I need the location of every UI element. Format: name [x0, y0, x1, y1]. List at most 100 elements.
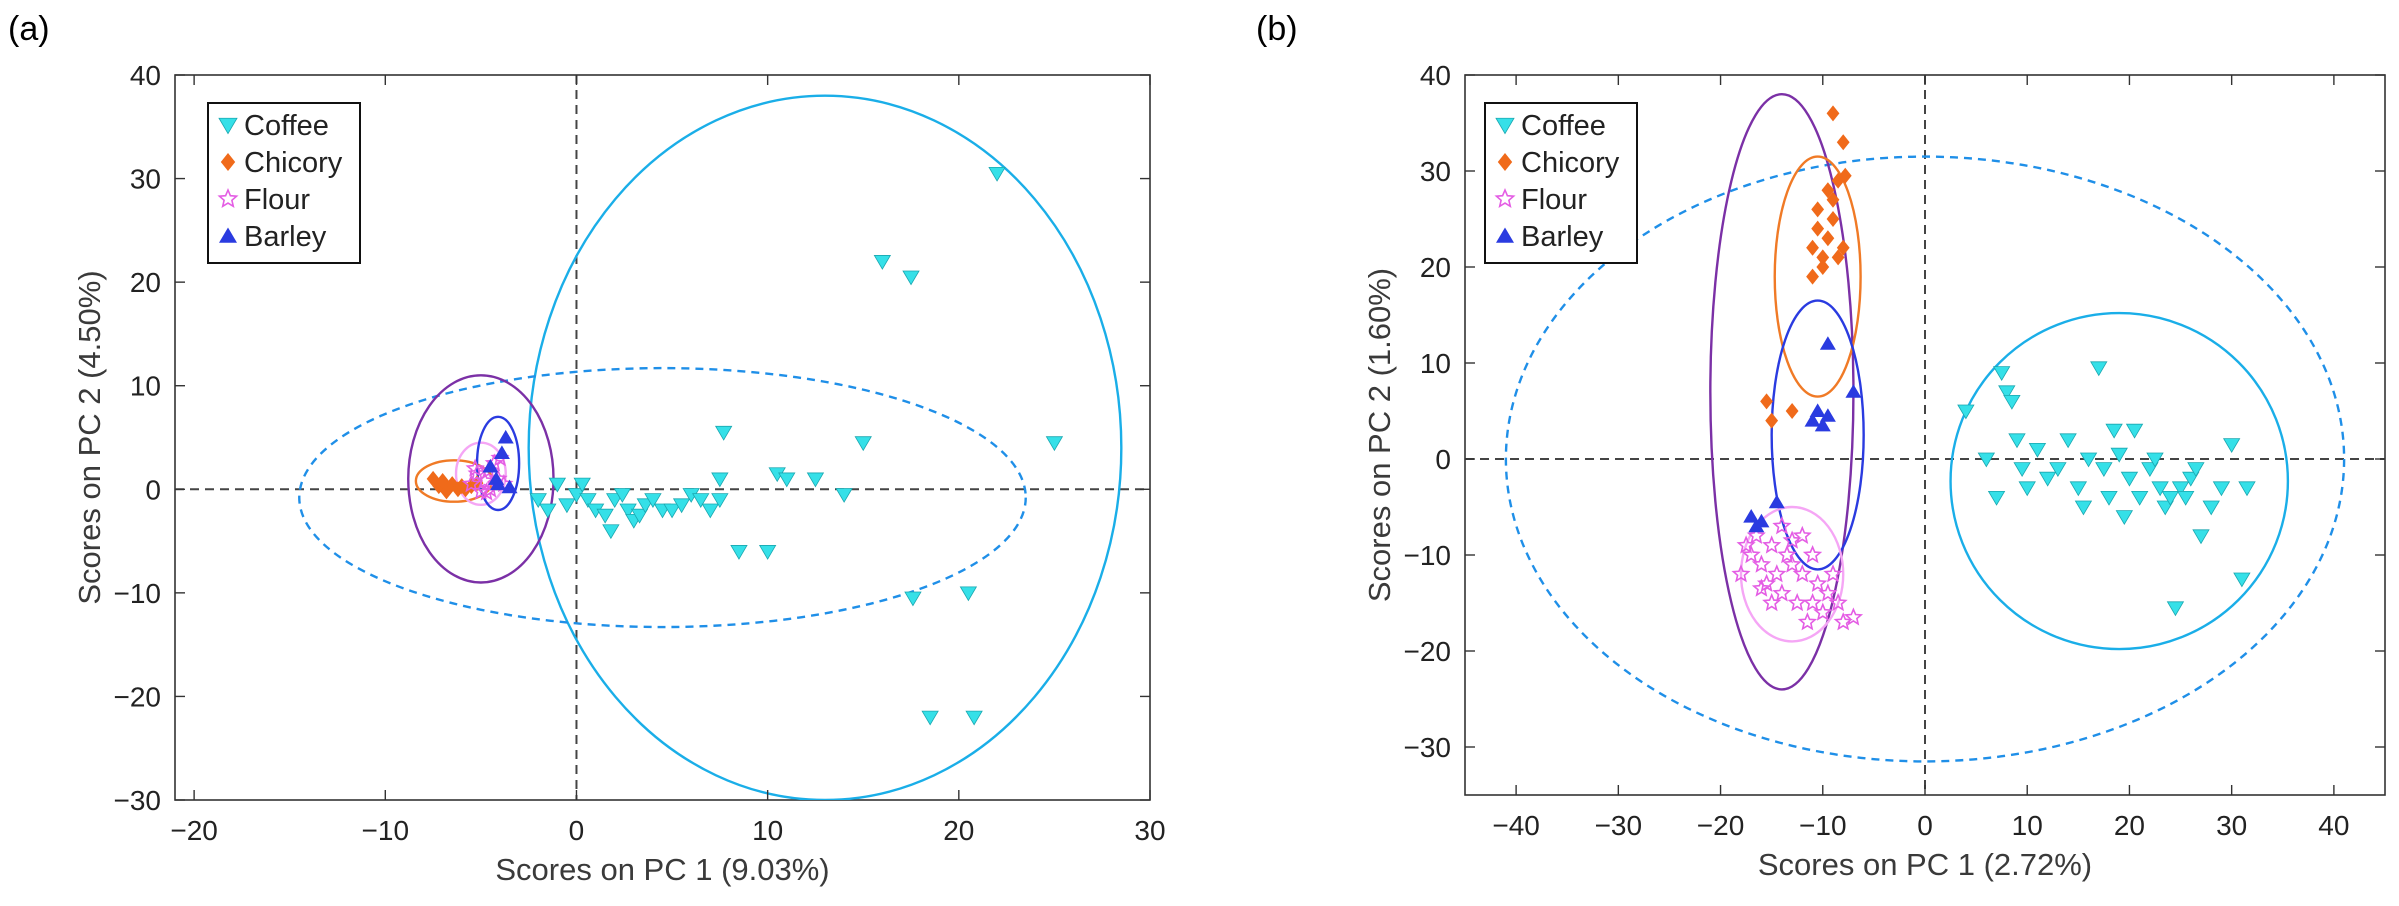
- data-point: [711, 493, 729, 509]
- data-point: [1772, 583, 1792, 602]
- data-point: [1792, 564, 1812, 583]
- data-point: [1768, 494, 1785, 509]
- data-point: [2212, 481, 2231, 497]
- x-tick-label: 20: [943, 815, 974, 846]
- y-tick-label: 40: [130, 60, 161, 91]
- data-point: [1826, 191, 1840, 208]
- data-point: [1845, 384, 1862, 398]
- data-point: [988, 166, 1006, 182]
- x-tick-label: −20: [1697, 810, 1745, 841]
- y-tick-label: 30: [1420, 156, 1451, 187]
- data-point: [692, 493, 710, 509]
- data-point: [501, 479, 518, 494]
- confidence-ellipse: [1770, 299, 1865, 571]
- data-point: [471, 481, 491, 500]
- data-point: [2079, 452, 2098, 468]
- data-point: [440, 483, 453, 500]
- data-point: [873, 255, 892, 270]
- data-point: [758, 545, 777, 560]
- data-point: [1806, 268, 1819, 285]
- data-point: [2238, 481, 2256, 497]
- data-point: [2095, 462, 2113, 477]
- legend-marker-coffee: [1495, 117, 1515, 135]
- data-point: [1814, 417, 1831, 432]
- x-tick-label: −40: [1492, 810, 1540, 841]
- data-point: [2018, 481, 2036, 497]
- data-point: [1821, 230, 1835, 247]
- data-point: [529, 493, 547, 509]
- data-point: [1992, 366, 2011, 381]
- data-point: [1746, 525, 1766, 545]
- series-flour: [1731, 516, 1864, 631]
- data-point: [573, 477, 591, 493]
- data-point: [1782, 530, 1802, 549]
- data-point: [1987, 491, 2006, 506]
- y-axis-label: Scores on PC 2 (1.60%): [1362, 268, 1397, 602]
- data-point: [497, 429, 514, 444]
- plot-frame: [174, 74, 1151, 801]
- data-point: [1838, 167, 1852, 184]
- data-point: [835, 488, 853, 503]
- y-tick-label: −10: [114, 578, 162, 609]
- y-tick-label: 0: [1435, 444, 1451, 475]
- data-point: [1843, 607, 1864, 626]
- data-point: [902, 270, 920, 286]
- legend-label-chicory: Chicory: [244, 147, 343, 179]
- data-point: [2013, 462, 2031, 477]
- legend-label-flour: Flour: [1521, 184, 1587, 216]
- y-tick-label: −20: [1404, 636, 1452, 667]
- data-point: [2008, 433, 2026, 449]
- data-point: [548, 477, 567, 493]
- data-point: [1741, 544, 1761, 564]
- data-point: [579, 493, 597, 509]
- y-tick-label: 0: [145, 474, 161, 505]
- data-point: [663, 503, 681, 519]
- legend-box: [1484, 102, 1638, 264]
- data-point: [2115, 510, 2134, 525]
- series-chicory: [1760, 105, 1852, 429]
- legend-marker-barley: [1496, 227, 1514, 243]
- data-point: [644, 493, 662, 509]
- chart-a: −20 −10 0 10 20 30 −30 −20 −10 0 10 20 30 40 Scores on…: [72, 60, 1166, 887]
- data-point: [602, 524, 620, 540]
- x-tick-label: 10: [2012, 810, 2043, 841]
- data-point: [1802, 544, 1823, 564]
- data-point: [490, 476, 507, 491]
- x-axis-label: Scores on PC 1 (2.72%): [1758, 847, 2092, 882]
- y-tick-label: 30: [130, 164, 161, 195]
- data-point: [1811, 220, 1825, 237]
- data-point: [1753, 513, 1770, 528]
- data-point: [2100, 491, 2118, 506]
- data-point: [465, 458, 485, 477]
- data-point: [461, 473, 481, 493]
- legend-box: [207, 102, 361, 264]
- data-point: [1802, 592, 1823, 612]
- series-barley: [482, 429, 518, 494]
- legend: Coffee Chicory Flour Barley: [207, 102, 361, 264]
- data-point: [2049, 462, 2067, 477]
- data-point: [1731, 564, 1751, 583]
- data-point: [1743, 509, 1760, 523]
- data-point: [2182, 471, 2200, 487]
- data-point: [1808, 573, 1828, 593]
- legend-marker-flour: [217, 187, 239, 208]
- data-point: [1772, 516, 1792, 535]
- x-tick-label: 10: [752, 815, 783, 846]
- legend-marker-coffee: [218, 117, 238, 135]
- confidence-ellipse: [298, 366, 1027, 629]
- legend-label-barley: Barley: [244, 221, 327, 253]
- plot-area: [1465, 75, 2385, 795]
- legend-label-coffee: Coffee: [1521, 110, 1606, 142]
- data-point: [1787, 592, 1807, 612]
- data-point: [1828, 592, 1848, 612]
- x-tick-label: −10: [362, 815, 410, 846]
- data-point: [730, 545, 748, 560]
- series-barley: [1743, 336, 1862, 533]
- data-point: [2130, 491, 2149, 506]
- x-tick-label: 30: [2216, 810, 2247, 841]
- y-tick-label: −10: [1404, 540, 1452, 571]
- data-point: [711, 472, 729, 488]
- legend-marker-barley: [219, 227, 237, 243]
- data-point: [1836, 239, 1850, 256]
- confidence-ellipse: [1773, 155, 1862, 398]
